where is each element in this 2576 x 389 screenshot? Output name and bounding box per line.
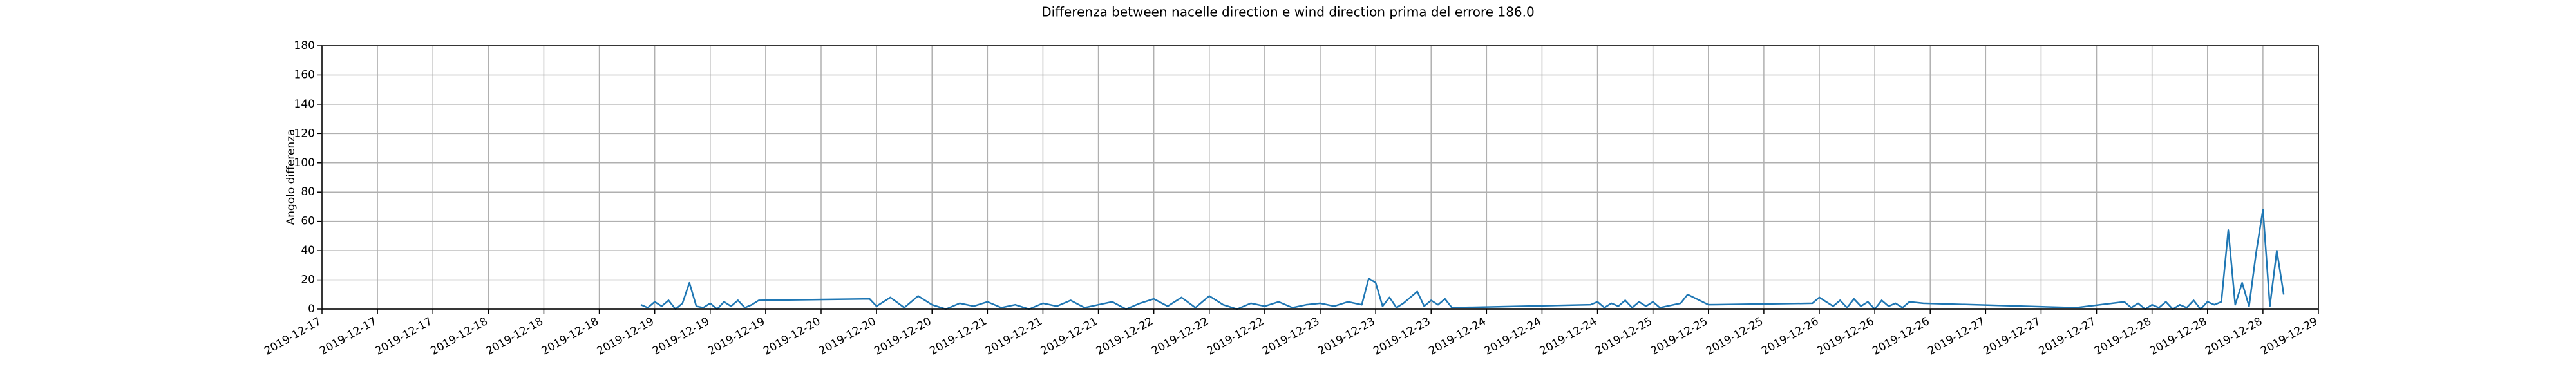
y-tick-label: 140 [294,98,315,111]
x-tick-label: 2019-12-23 [1316,315,1378,358]
y-tick-label: 40 [301,244,315,257]
y-tick-label: 60 [301,215,315,228]
x-tick-label: 2019-12-24 [1537,315,1599,358]
y-tick-label: 180 [294,39,315,52]
x-tick-label: 2019-12-26 [1870,315,1932,358]
x-tick-label: 2019-12-20 [817,315,878,358]
x-tick-label: 2019-12-23 [1371,315,1433,358]
x-tick-label: 2019-12-19 [650,315,712,358]
x-tick-label: 2019-12-27 [2036,315,2098,358]
x-tick-label: 2019-12-27 [1926,315,1987,358]
x-tick-label: 2019-12-19 [706,315,768,358]
x-tick-label: 2019-12-22 [1205,315,1267,358]
x-tick-label: 2019-12-28 [2203,315,2265,358]
x-tick-label: 2019-12-23 [1260,315,1322,358]
x-tick-label: 2019-12-28 [2092,315,2154,358]
y-axis-label: Angolo differenza [285,129,298,225]
x-tick-label: 2019-12-18 [539,315,601,358]
x-tick-label: 2019-12-26 [1815,315,1877,358]
y-tick-label: 120 [294,127,315,140]
x-tick-label: 2019-12-18 [484,315,545,358]
y-tick-label: 100 [294,157,315,169]
y-tick-label: 160 [294,68,315,81]
x-tick-label: 2019-12-20 [872,315,934,358]
x-tick-label: 2019-12-21 [927,315,989,358]
x-tick-label: 2019-12-22 [1150,315,1211,358]
x-tick-label: 2019-12-21 [983,315,1045,358]
x-tick-label: 2019-12-26 [1759,315,1821,358]
x-tick-label: 2019-12-22 [1094,315,1156,358]
x-tick-label: 2019-12-27 [1981,315,2043,358]
x-tick-label: 2019-12-24 [1482,315,1544,358]
y-tick-label: 80 [301,185,315,198]
x-tick-label: 2019-12-24 [1426,315,1488,358]
x-tick-label: 2019-12-21 [1038,315,1100,358]
x-tick-label: 2019-12-28 [2148,315,2210,358]
x-tick-label: 2019-12-25 [1649,315,1710,358]
x-tick-label: 2019-12-19 [595,315,657,358]
x-tick-label: 2019-12-25 [1593,315,1655,358]
y-tick-label: 0 [308,303,315,316]
x-tick-label: 2019-12-17 [373,315,435,358]
plot-frame [321,45,2319,310]
x-tick-label: 2019-12-18 [428,315,490,358]
x-tick-label: 2019-12-20 [761,315,823,358]
chart-title: Differenza between nacelle direction e w… [1041,5,1534,20]
data-line [640,209,2285,310]
x-tick-label: 2019-12-17 [317,315,379,358]
x-tick-label: 2019-12-17 [262,315,324,358]
x-tick-label: 2019-12-29 [2259,315,2320,358]
y-tick-label: 20 [301,274,315,287]
x-tick-label: 2019-12-25 [1704,315,1766,358]
